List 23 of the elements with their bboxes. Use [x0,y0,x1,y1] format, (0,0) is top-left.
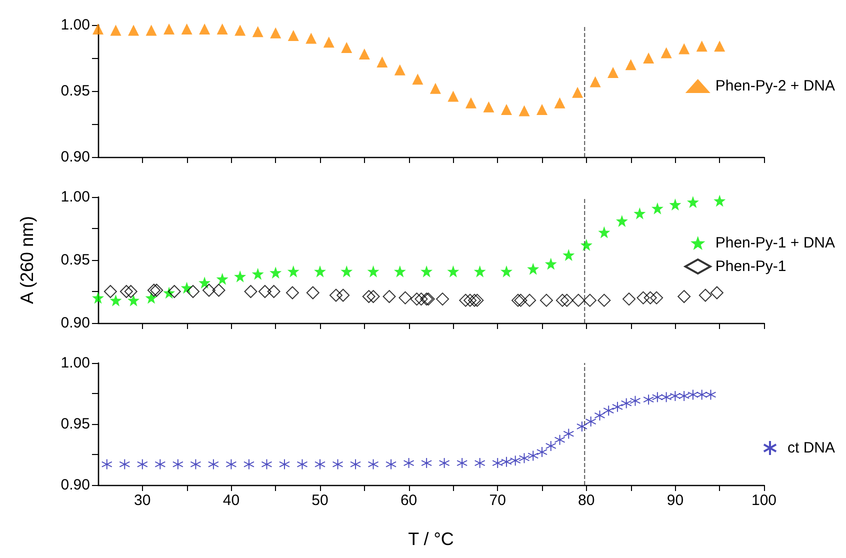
y-axis-title: A (260 nm) [17,216,37,304]
y-tick-label: 0.90 [60,148,90,166]
x-axis-title: T / °C [408,529,454,549]
x-tick-label: 60 [400,492,418,509]
x-tick-label: 80 [578,492,595,509]
x-tick-label: 40 [222,492,240,509]
x-tick-label: 30 [134,492,151,509]
legend-label: Phen-Py-2 + DNA [715,78,836,94]
y-tick-label: 1.00 [60,16,90,34]
y-tick-label: 0.90 [60,476,90,494]
x-tick-label: 100 [751,492,777,509]
x-tick-label: 70 [489,492,506,509]
legend-label: Phen-Py-1 + DNA [715,234,836,252]
legend-label: Phen-Py-1 [715,258,786,275]
y-tick-label: 1.00 [60,354,90,372]
x-tick-label: 50 [312,492,328,509]
y-tick-label: 1.00 [60,188,90,206]
y-tick-label: 0.95 [60,252,90,268]
y-tick-label: 0.95 [60,416,90,432]
y-tick-label: 0.90 [60,314,90,332]
y-tick-label: 0.95 [60,82,90,100]
legend-label: ct DNA [787,440,836,456]
x-tick-label: 90 [666,492,684,509]
